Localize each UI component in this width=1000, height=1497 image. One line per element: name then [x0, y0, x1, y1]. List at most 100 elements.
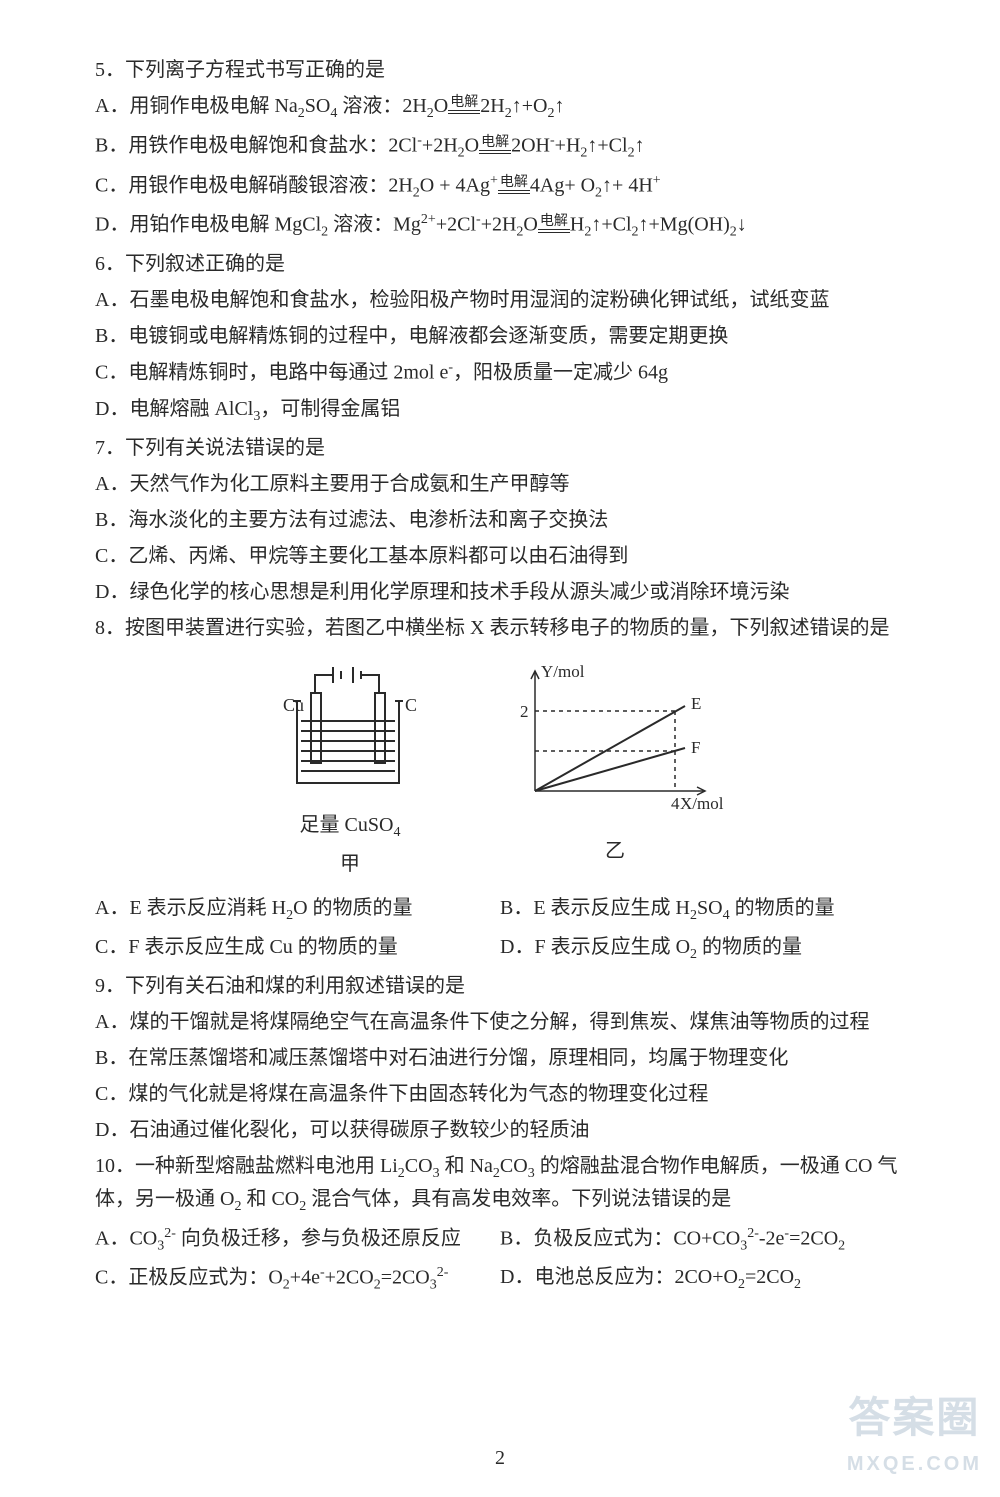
t: 2H — [480, 95, 504, 117]
t: ↑+O — [512, 95, 548, 117]
q10-optD: D．电池总反应为：2CO+O2=2CO2 — [500, 1262, 905, 1296]
t: 和 CO — [241, 1188, 299, 1210]
s: 2 — [794, 1277, 801, 1292]
q6-optC: C．电解精炼铜时，电路中每通过 2mol e-，阳极质量一定减少 64g — [95, 357, 905, 388]
t: 溶液：Mg — [328, 214, 421, 236]
t: 电解 — [448, 95, 480, 111]
t: 向负极迁移，参与负极还原反应 — [176, 1227, 461, 1249]
t: 4Ag+ O — [530, 174, 595, 196]
q8-optB: B．E 表示反应生成 H2SO4 的物质的量 — [500, 893, 905, 926]
t: 的物质的量 — [697, 936, 802, 958]
s: 3 — [528, 1166, 535, 1181]
t: H — [570, 214, 584, 236]
fig-yi-caption: 乙 — [505, 836, 725, 866]
s: 2 — [632, 225, 639, 240]
s: 2 — [628, 146, 635, 161]
s: 2+ — [421, 212, 436, 227]
q7-optB: B．海水淡化的主要方法有过滤法、电渗析法和离子交换法 — [95, 505, 905, 535]
q8-optC: C．F 表示反应生成 Cu 的物质的量 — [95, 932, 500, 965]
electrolysis-icon: 电解 — [448, 96, 480, 114]
s: 4 — [723, 908, 730, 923]
electrolysis-icon: 电解 — [479, 136, 511, 154]
q6-optA: A．石墨电极电解饱和食盐水，检验阳极产物时用湿润的淀粉碘化钾试纸，试纸变蓝 — [95, 285, 905, 315]
t: 10．一种新型熔融盐燃料电池用 Li — [95, 1155, 398, 1177]
s: 2 — [595, 185, 602, 200]
watermark: 答案圈 MXQE.COM — [847, 1386, 982, 1479]
t: +4e — [290, 1267, 320, 1289]
t: 足量 CuSO — [300, 814, 394, 836]
t: 溶液：2H — [337, 95, 426, 117]
q5-optD: D．用铂作电极电解 MgCl2 溶液：Mg2++2Cl-+2H2O电解H2↑+C… — [95, 209, 905, 243]
t: ↑ — [554, 95, 564, 117]
t: D．用铂作电极电解 MgCl — [95, 214, 321, 236]
q8-opts-row2: C．F 表示反应生成 Cu 的物质的量 D．F 表示反应生成 O2 的物质的量 — [95, 932, 905, 971]
q9-optD: D．石油通过催化裂化，可以获得碳原子数较少的轻质油 — [95, 1115, 905, 1145]
svg-text:4: 4 — [671, 794, 680, 813]
t: B．E 表示反应生成 H — [500, 897, 690, 919]
t: C．用银作电极电解硝酸银溶液：2H — [95, 174, 413, 196]
q10-optA: A．CO32- 向负极迁移，参与负极还原反应 — [95, 1223, 500, 1257]
s: 2 — [505, 106, 512, 121]
t: ↑ — [635, 135, 645, 157]
t: 和 Na — [440, 1155, 493, 1177]
q5-stem: 5．下列离子方程式书写正确的是 — [95, 55, 905, 85]
electrolysis-icon: 电解 — [498, 176, 530, 194]
watermark-url: MXQE.COM — [847, 1449, 982, 1479]
svg-text:Y/mol: Y/mol — [541, 662, 585, 681]
q8-optA: A．E 表示反应消耗 H2O 的物质的量 — [95, 893, 500, 926]
s: 2- — [437, 1265, 449, 1280]
t: CO — [405, 1155, 433, 1177]
cu-label: Cu — [283, 695, 304, 715]
q10-opts-row1: A．CO32- 向负极迁移，参与负极还原反应 B．负极反应式为：CO+CO32-… — [95, 1223, 905, 1263]
t: +2Cl — [436, 214, 476, 236]
q7-optC: C．乙烯、丙烯、甲烷等主要化工基本原料都可以由石油得到 — [95, 541, 905, 571]
q9-optA: A．煤的干馏就是将煤隔绝空气在高温条件下使之分解，得到焦炭、煤焦油等物质的过程 — [95, 1007, 905, 1037]
s: + — [490, 173, 498, 188]
t: O — [523, 214, 537, 236]
c-label: C — [405, 695, 417, 715]
t: 2OH — [511, 135, 550, 157]
q8-figures: Cu C 足量 CuSO4 甲 Y/mol X/mol 2 — [95, 661, 905, 879]
t: O + 4Ag — [420, 174, 490, 196]
t: ↑+ 4H — [602, 174, 653, 196]
s: 2 — [690, 908, 697, 923]
t: C．电解精炼铜时，电路中每通过 2mol e — [95, 362, 448, 384]
s: 4 — [393, 825, 400, 840]
q10-stem: 10．一种新型熔融盐燃料电池用 Li2CO3 和 Na2CO3 的熔融盐混合物作… — [95, 1151, 905, 1217]
s: 2 — [730, 225, 737, 240]
s: 3 — [430, 1278, 437, 1293]
q5-optB: B．用铁作电极电解饱和食盐水：2Cl-+2H2O电解2OH-+H2↑+Cl2↑ — [95, 130, 905, 164]
s: 2 — [458, 146, 465, 161]
t: +H — [555, 135, 581, 157]
t: ↑+Cl — [591, 214, 631, 236]
svg-text:E: E — [691, 694, 701, 713]
s: 2 — [838, 1238, 845, 1253]
t: 电解 — [538, 214, 570, 230]
t: O 的物质的量 — [293, 897, 412, 919]
t: +2CO — [325, 1267, 374, 1289]
s: 2- — [747, 1226, 759, 1241]
s: 2 — [690, 947, 697, 962]
s: + — [653, 173, 661, 188]
beaker-diagram-icon: Cu C — [275, 661, 425, 801]
t: O — [434, 95, 448, 117]
t: +2H — [481, 214, 517, 236]
s: 2 — [374, 1278, 381, 1293]
t: 电解 — [498, 175, 530, 191]
fig-jia-caption: 甲 — [275, 849, 425, 879]
t: SO — [305, 95, 331, 117]
t: +2H — [422, 135, 458, 157]
t: B．用铁作电极电解饱和食盐水：2Cl — [95, 135, 417, 157]
q6-stem: 6．下列叙述正确的是 — [95, 249, 905, 279]
watermark-title: 答案圈 — [847, 1386, 982, 1449]
q9-stem: 9．下列有关石油和煤的利用叙述错误的是 — [95, 971, 905, 1001]
t: ，可制得金属铝 — [260, 398, 400, 420]
fig-yi: Y/mol X/mol 2 4 E F 乙 — [505, 661, 725, 879]
t: C．正极反应式为：O — [95, 1267, 283, 1289]
t: SO — [697, 897, 723, 919]
s: 2 — [738, 1277, 745, 1292]
fig-jia: Cu C 足量 CuSO4 甲 — [275, 661, 425, 879]
s: 2- — [164, 1226, 176, 1241]
s: 2 — [398, 1166, 405, 1181]
svg-text:F: F — [691, 738, 700, 757]
